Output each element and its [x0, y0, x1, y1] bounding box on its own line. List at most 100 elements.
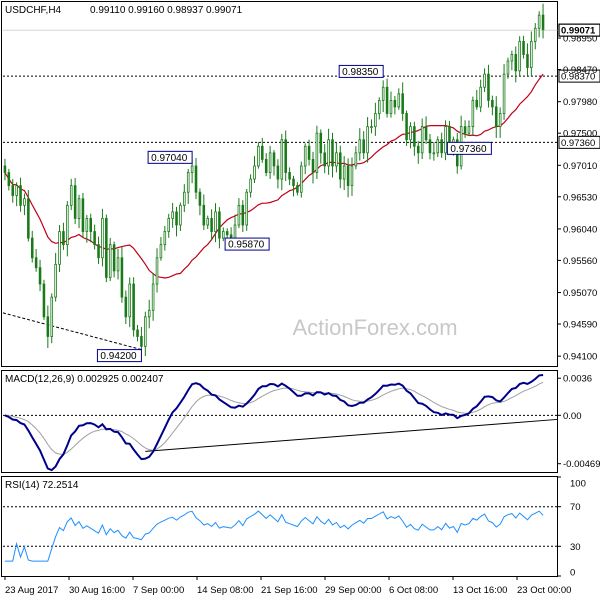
candle-body	[120, 257, 124, 298]
time-tick-label: 29 Sep 00:00	[325, 585, 382, 596]
annotation-label: 0.95870	[228, 240, 265, 251]
horizontal-levels: 0.98370 0.97360	[2, 69, 600, 351]
symbol-label: USDCHF,H4	[5, 5, 62, 16]
candle-body	[428, 139, 432, 154]
rsi-title: RSI(14) 72.2514	[5, 480, 79, 491]
candle-body	[105, 218, 108, 278]
price-tick-label: 0.98470	[563, 65, 597, 76]
candle-body	[241, 204, 245, 226]
candle-body	[533, 27, 537, 42]
candle-body	[409, 126, 412, 141]
macd-tick-label: -0.004696	[563, 459, 600, 470]
candle-body	[11, 185, 15, 196]
candle-body	[124, 296, 128, 318]
candle-body	[385, 86, 389, 114]
candle-body	[303, 145, 307, 167]
candle-body	[186, 172, 190, 193]
price-panel	[1, 1, 558, 367]
candle-body	[89, 218, 93, 232]
macd-line	[4, 374, 544, 472]
time-tick-label: 30 Aug 16:00	[69, 585, 125, 596]
time-tick-label: 23 Aug 2017	[5, 585, 58, 596]
rsi-series	[3, 506, 558, 562]
candle-body	[85, 218, 89, 232]
candle-body	[132, 283, 135, 331]
candle-body	[389, 99, 393, 114]
candle-body	[354, 152, 358, 167]
candle-body	[413, 126, 416, 147]
candle-body	[69, 185, 73, 206]
level-label: 0.98370	[561, 72, 595, 83]
candle-body	[284, 139, 287, 173]
candle-body	[194, 165, 198, 193]
candle-body	[362, 139, 365, 154]
candle-body	[487, 73, 490, 101]
rsi-axis: 100 70 30 0	[557, 476, 586, 579]
candle-body	[288, 172, 291, 180]
candle-body	[405, 113, 408, 141]
price-tick-label: 0.95560	[563, 256, 597, 267]
candle-body	[280, 139, 284, 180]
candle-body	[155, 257, 159, 285]
candle-body	[346, 165, 350, 187]
candle-body	[175, 211, 178, 226]
candle-body	[210, 218, 213, 232]
price-tick-label: 0.94100	[563, 352, 597, 363]
candle-body	[101, 218, 104, 259]
candle-body	[440, 139, 443, 154]
candle-body	[159, 244, 163, 259]
macd-axis: 0.0036 0.00 -0.004696	[557, 374, 600, 470]
level-label: 0.97360	[561, 138, 595, 149]
candle-body	[339, 152, 342, 180]
candle-body	[15, 185, 18, 196]
macd-tick-label: 0.00	[563, 411, 582, 422]
rsi-line	[4, 510, 544, 562]
rsi-panel	[1, 476, 558, 577]
price-tick-label: 0.94590	[563, 320, 597, 331]
candle-body	[272, 152, 276, 167]
candle-body	[42, 283, 46, 318]
candle-body	[335, 152, 338, 167]
watermark-text: ActionForex.com	[292, 315, 457, 340]
candle-body	[54, 263, 57, 298]
candle-body	[116, 257, 120, 272]
candle-body	[253, 165, 256, 180]
annotation-label: 0.98350	[342, 67, 379, 78]
candle-body	[467, 126, 471, 134]
annotation-box	[224, 237, 270, 251]
candle-body	[315, 132, 319, 173]
candle-body	[27, 198, 30, 239]
candle-body	[183, 191, 186, 206]
candle-body	[436, 139, 440, 154]
candle-body	[522, 40, 525, 55]
candle-body	[206, 218, 209, 226]
candle-body	[541, 14, 545, 31]
last-price-box	[558, 23, 600, 37]
candle-body	[300, 165, 303, 193]
candle-body	[144, 316, 147, 347]
candle-body	[128, 283, 132, 318]
rsi-tick-label: 0	[570, 568, 575, 579]
candle-body	[292, 178, 295, 187]
annotation-label: 0.97360	[450, 144, 487, 155]
candle-body	[327, 139, 330, 167]
candle-body	[471, 99, 475, 128]
candle-body	[3, 165, 7, 173]
candle-body	[494, 106, 498, 128]
candle-body	[491, 99, 494, 108]
candle-body	[245, 191, 248, 226]
time-tick-label: 6 Oct 08:00	[389, 585, 438, 596]
candle-body	[225, 231, 229, 236]
candle-body	[393, 99, 397, 108]
price-tick-label: 0.96040	[563, 224, 597, 235]
candle-body	[444, 126, 447, 154]
macd-tick-label: 0.0036	[563, 374, 592, 385]
candle-body	[331, 139, 334, 167]
candle-body	[416, 145, 420, 154]
candle-body	[214, 211, 217, 232]
candle-body	[342, 165, 346, 180]
annotation-box	[96, 349, 142, 363]
candle-body	[424, 126, 428, 141]
candle-body	[510, 54, 514, 62]
